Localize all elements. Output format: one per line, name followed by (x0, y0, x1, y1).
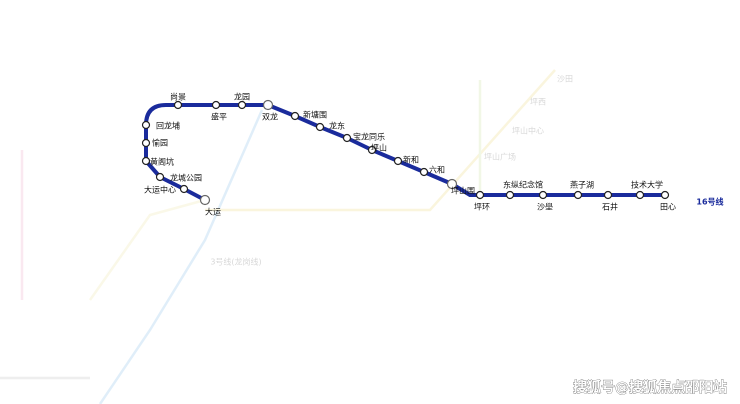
background-lines (0, 69, 556, 404)
faded-line (98, 109, 264, 404)
line-name: 16号线 (696, 197, 723, 207)
station (635, 190, 645, 200)
station-label: 尚景 (170, 92, 186, 102)
faded-line (205, 69, 556, 212)
station (475, 190, 485, 200)
station (141, 138, 151, 148)
station-label: 东纵纪念馆 (503, 180, 543, 190)
interchange-station (446, 178, 458, 190)
station-label: 燕子湖 (570, 180, 594, 190)
station (290, 111, 300, 121)
station-label: 坪山 (371, 143, 387, 153)
station-label: 宝龙同乐 (353, 132, 385, 142)
interchange-station (199, 194, 211, 206)
station-label: 六和 (429, 165, 445, 175)
station-label: 回龙埔 (156, 121, 180, 131)
station-label: 大运中心 (144, 185, 176, 195)
background-label: 坪山广场 (484, 152, 516, 162)
station-label: 新和 (403, 155, 419, 165)
station-label: 龙城公园 (170, 173, 202, 183)
station (141, 156, 151, 166)
station-label: 石井 (602, 202, 618, 212)
interchange-station (262, 99, 274, 111)
station (211, 100, 221, 110)
station (155, 172, 165, 182)
station-label: 田心 (660, 203, 676, 212)
station (538, 190, 548, 200)
station (573, 190, 583, 200)
station-label: 龙园 (234, 92, 250, 102)
station (315, 122, 325, 132)
station (505, 190, 515, 200)
station-label: 愉园 (152, 138, 168, 148)
station (419, 167, 429, 177)
station-label: 黄阁坑 (150, 157, 174, 167)
station (393, 156, 403, 166)
background-label: 坪西 (530, 98, 546, 107)
watermark: 搜狐号@搜狐焦点邵阳站 (573, 379, 727, 396)
station-label: 新塘围 (303, 110, 327, 120)
station-label: 盛平 (211, 112, 227, 122)
background-label: 3号线(龙岗线) (210, 257, 261, 267)
faded-line (88, 198, 206, 301)
station (660, 190, 670, 200)
station (367, 145, 377, 155)
station-label: 坪山围 (451, 186, 475, 196)
station (141, 120, 151, 130)
station (603, 190, 613, 200)
station-label: 技术大学 (631, 180, 663, 190)
station-label: 龙东 (329, 121, 345, 131)
station (179, 184, 189, 194)
station (173, 100, 183, 110)
station-label: 双龙 (262, 112, 278, 122)
station-label: 沙壆 (537, 202, 553, 212)
station (342, 133, 352, 143)
station (237, 100, 247, 110)
background-label: 沙田 (557, 75, 573, 84)
background-label: 坪山中心 (512, 126, 544, 136)
station-label: 大运 (205, 207, 221, 217)
station-label: 坪环 (474, 203, 490, 212)
